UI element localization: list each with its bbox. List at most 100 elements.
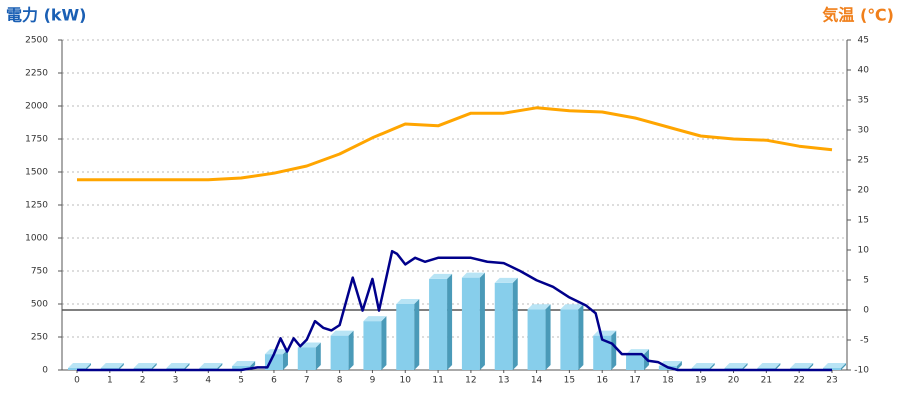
- bar-face: [757, 363, 781, 369]
- bar: [593, 330, 617, 370]
- bar-face: [560, 309, 579, 370]
- y2-tick-label: 30: [858, 126, 870, 136]
- bar-face: [512, 277, 518, 370]
- x-tick-label: 7: [304, 376, 310, 386]
- x-tick-label: 8: [337, 376, 343, 386]
- y2-tick-label: 10: [858, 246, 870, 256]
- bar-face: [100, 363, 124, 369]
- bar-face: [527, 304, 551, 310]
- bar-face: [841, 363, 846, 370]
- bar-face: [742, 363, 748, 370]
- y2-tick-label: 0: [863, 306, 869, 316]
- bar: [396, 299, 420, 370]
- bar-face: [494, 282, 513, 370]
- y-axis-title: 電力 (kW): [6, 6, 87, 25]
- bar-face: [297, 347, 316, 370]
- y-tick-label: 750: [31, 267, 48, 277]
- y2-tick-label: 45: [858, 36, 869, 46]
- bar: [330, 330, 354, 370]
- bar: [691, 363, 715, 370]
- y-tick-label: 2250: [25, 69, 48, 79]
- bar: [264, 349, 288, 370]
- x-tick-label: 14: [531, 376, 543, 386]
- y2-tick-label: 25: [858, 156, 869, 166]
- x-tick-label: 0: [74, 376, 80, 386]
- bar-face: [414, 299, 420, 370]
- y2-tick-label: 35: [858, 96, 869, 106]
- bar-face: [461, 277, 480, 370]
- bar-face: [479, 272, 485, 370]
- temperature-line: [77, 106, 833, 182]
- x-tick-label: 10: [400, 376, 412, 386]
- bar: [527, 304, 551, 370]
- bar-face: [593, 330, 617, 336]
- bar-face: [676, 361, 682, 370]
- x-tick-label: 15: [564, 376, 575, 386]
- bar-face: [578, 304, 584, 370]
- y-tick-label: 2500: [25, 36, 48, 46]
- x-tick-label: 19: [695, 376, 707, 386]
- bar-face: [282, 349, 288, 370]
- y-tick-label: 1000: [25, 234, 48, 244]
- bar-face: [363, 316, 387, 322]
- y2-tick-label: 15: [858, 216, 869, 226]
- y2-tick-label: 40: [858, 66, 870, 76]
- power-line: [77, 249, 832, 372]
- bar-face: [381, 316, 387, 370]
- bar-face: [429, 273, 453, 279]
- bar-face: [494, 277, 518, 283]
- bar-face: [790, 363, 814, 369]
- x-tick-label: 12: [465, 376, 476, 386]
- bar: [560, 304, 584, 370]
- bar-face: [709, 363, 715, 370]
- bar-face: [363, 321, 382, 370]
- y-tick-label: 250: [31, 333, 48, 343]
- x-tick-label: 21: [761, 376, 772, 386]
- x-tick-label: 5: [238, 376, 244, 386]
- bar: [363, 316, 387, 370]
- bar-face: [264, 354, 283, 370]
- bar: [429, 273, 453, 370]
- y2-axis-title: 気温 (℃): [822, 6, 894, 25]
- bar-face: [429, 278, 448, 370]
- bar-face: [724, 363, 748, 369]
- y2-tick-label: 5: [863, 276, 869, 286]
- bar: [297, 342, 321, 370]
- bar-face: [823, 363, 846, 369]
- x-tick-label: 16: [596, 376, 608, 386]
- y-tick-label: 1500: [25, 168, 48, 178]
- y2-tick-label: -5: [860, 336, 869, 346]
- bar-face: [184, 363, 190, 370]
- y-tick-label: 0: [42, 366, 48, 376]
- x-tick-label: 1: [107, 376, 113, 386]
- x-tick-label: 18: [662, 376, 674, 386]
- x-tick-label: 20: [728, 376, 740, 386]
- bar-face: [68, 363, 91, 369]
- bar-face: [330, 335, 349, 370]
- y2-tick-label: -10: [854, 366, 869, 376]
- bar-face: [808, 363, 814, 370]
- y-tick-label: 1750: [25, 135, 48, 145]
- bar-face: [545, 304, 551, 370]
- bar-face: [86, 363, 91, 370]
- bar-face: [315, 342, 321, 370]
- x-tick-label: 23: [826, 376, 837, 386]
- x-tick-label: 4: [205, 376, 211, 386]
- x-tick-label: 2: [140, 376, 146, 386]
- bar-face: [330, 330, 354, 336]
- bar-face: [396, 304, 415, 370]
- bar-face: [461, 272, 485, 278]
- bar: [461, 272, 485, 370]
- x-tick-label: 3: [173, 376, 179, 386]
- bar-face: [527, 309, 546, 370]
- y2-tick-label: 20: [858, 186, 870, 196]
- bar-face: [133, 363, 157, 369]
- bar-face: [264, 349, 288, 355]
- bar-face: [199, 363, 223, 369]
- y-tick-label: 500: [31, 300, 48, 310]
- bar-face: [151, 363, 157, 370]
- bar-face: [447, 273, 453, 370]
- bar-face: [348, 330, 354, 370]
- y-tick-label: 1250: [25, 201, 48, 211]
